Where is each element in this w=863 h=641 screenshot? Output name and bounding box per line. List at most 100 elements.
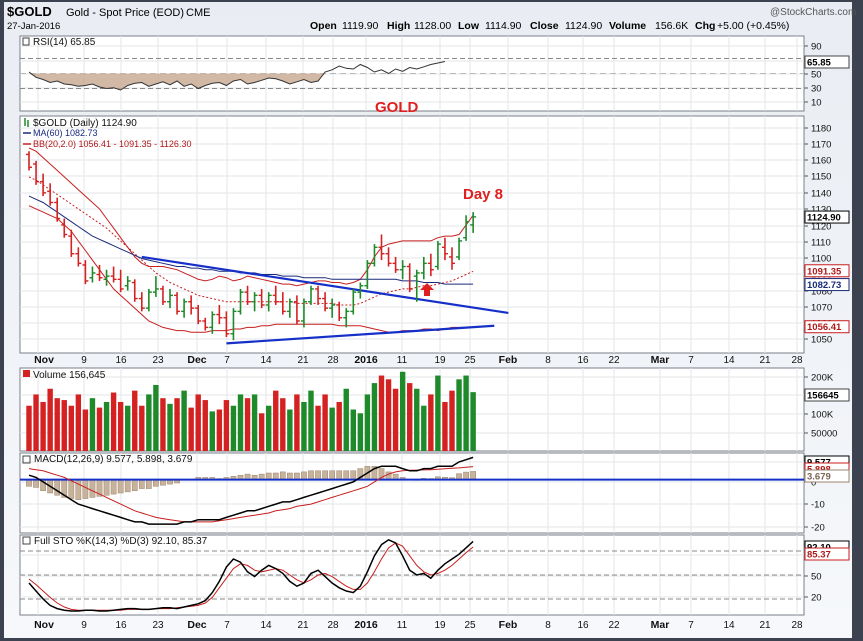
x-tick-label: 23 xyxy=(152,620,164,631)
volume-bar xyxy=(33,394,39,451)
x-tick-label: 16 xyxy=(115,355,127,366)
bb-upper-line xyxy=(28,147,474,287)
x-tick-label: 25 xyxy=(464,620,476,631)
macd-histogram-bar xyxy=(103,479,110,496)
volume-bar xyxy=(146,394,152,451)
symbol-label: $GOLD xyxy=(7,4,52,19)
volume-bar xyxy=(456,379,462,451)
rsi-line xyxy=(28,61,446,91)
rsi-value-label-box xyxy=(804,55,850,69)
volume-bar xyxy=(82,409,89,451)
price-legend-bb: BB(20,2.0) 1056.41 - 1091.35 - 1126.30 xyxy=(33,139,191,149)
macd-histogram-bar xyxy=(470,471,476,480)
volume-bar xyxy=(449,390,455,451)
macd-line xyxy=(28,456,474,525)
chg-label: Chg xyxy=(695,20,715,32)
volume-bar xyxy=(470,392,476,451)
volume-bar xyxy=(414,388,420,451)
x-tick-label: 14 xyxy=(260,355,272,366)
close-label: Close xyxy=(530,20,559,32)
macd-histogram-bar xyxy=(68,479,75,499)
volume-legend-swatch xyxy=(23,370,30,377)
chg-value: +5.00 (+0.45%) xyxy=(717,20,789,32)
price-bb-label: 1056.41 xyxy=(807,322,842,333)
volume-bar xyxy=(237,394,244,451)
x-tick-label: 21 xyxy=(297,620,309,631)
volume-label: Volume xyxy=(609,20,646,32)
volume-bar xyxy=(385,379,392,451)
price-panel: 1180117011601150114011301120111011001090… xyxy=(19,99,850,354)
volume-bar xyxy=(421,405,427,451)
volume-axis-tick-label: 200K xyxy=(811,373,834,384)
macd-histogram-bar xyxy=(308,470,314,480)
red-arrow-icon xyxy=(420,283,434,296)
volume-bar xyxy=(244,398,251,451)
volume-axis-tick-label: 100K xyxy=(811,410,834,421)
volume-bar xyxy=(407,383,413,451)
x-tick-label: 14 xyxy=(723,620,735,631)
volume-value-label-box xyxy=(804,388,850,402)
close-value: 1124.90 xyxy=(565,20,602,32)
x-tick-label: 19 xyxy=(434,355,446,366)
macd-histogram-bar xyxy=(138,479,145,489)
x-tick-label: 7 xyxy=(688,355,694,366)
price-axis-tick-label: 1050 xyxy=(811,335,832,346)
rsi-legend-swatch xyxy=(22,37,30,46)
volume-bar xyxy=(350,409,356,451)
macd-histogram-bar xyxy=(315,470,321,480)
volume-bar xyxy=(195,394,201,451)
macd-histogram-bar xyxy=(329,470,335,480)
trendline xyxy=(141,255,509,315)
x-tick-label: 2016 xyxy=(354,619,378,631)
volume-bar xyxy=(223,400,230,451)
macd-histogram-bar xyxy=(117,479,124,494)
price-legend-title: $GOLD (Daily) 1124.90 xyxy=(33,118,137,129)
volume-bar xyxy=(251,394,258,451)
price-last-label: 1124.90 xyxy=(807,213,841,224)
volume-bar xyxy=(110,392,117,451)
x-tick-label: 11 xyxy=(397,620,408,631)
price-axis-tick-label: 1130 xyxy=(811,205,831,216)
x-tick-label: 8 xyxy=(545,355,551,366)
sto-k-line xyxy=(28,538,474,612)
volume-bar xyxy=(399,371,406,451)
price-last-label-box xyxy=(804,210,850,224)
low-label: Low xyxy=(458,20,480,32)
price-axis-tick-label: 1070 xyxy=(811,303,832,314)
volume-bar xyxy=(26,405,32,451)
volume-bar xyxy=(75,394,82,451)
x-tick-label: Nov xyxy=(34,354,54,366)
x-tick-label: 28 xyxy=(791,620,803,631)
volume-bar xyxy=(357,413,364,451)
sto-panel: 805020Full STO %K(14,3) %D(3) 92.10, 85.… xyxy=(19,534,850,616)
volume-bar xyxy=(442,401,448,451)
sto-legend-swatch xyxy=(22,536,31,545)
macd-legend-swatch xyxy=(22,455,31,464)
volume-bar xyxy=(364,394,371,451)
x-tick-label: 7 xyxy=(224,355,230,366)
price-axis-tick-label: 1180 xyxy=(811,124,831,135)
rsi-oversold-fill xyxy=(29,73,445,90)
x-tick-label: 28 xyxy=(327,355,339,366)
price-axis-tick-label: 1110 xyxy=(811,238,831,249)
x-tick-label: 11 xyxy=(397,355,408,366)
x-tick-label: 16 xyxy=(577,355,589,366)
x-tick-label: Feb xyxy=(499,354,518,366)
volume-bar xyxy=(96,407,103,451)
x-tick-label: 28 xyxy=(791,355,803,366)
rsi-value-label: 65.85 xyxy=(807,58,831,69)
macd-histogram-bar xyxy=(124,479,131,493)
macd-title: MACD(12,26,9) 9.577, 5.898, 3.679 xyxy=(34,454,193,465)
sto-d-line xyxy=(28,542,474,611)
macd-histogram-bar xyxy=(146,479,152,489)
price-x-axis: Nov 9 16 23 Dec 7 14 21 28 2016 11 19 25 Feb 8 16 22 Mar 7… xyxy=(34,354,803,366)
volume-bar xyxy=(103,401,110,451)
price-axis-tick-label: 1160 xyxy=(811,156,831,167)
x-tick-label: 16 xyxy=(577,620,589,631)
volume-bar xyxy=(315,405,321,451)
macd-panel-box xyxy=(19,452,805,534)
volume-bar xyxy=(378,375,385,451)
volume-bar xyxy=(308,390,314,451)
